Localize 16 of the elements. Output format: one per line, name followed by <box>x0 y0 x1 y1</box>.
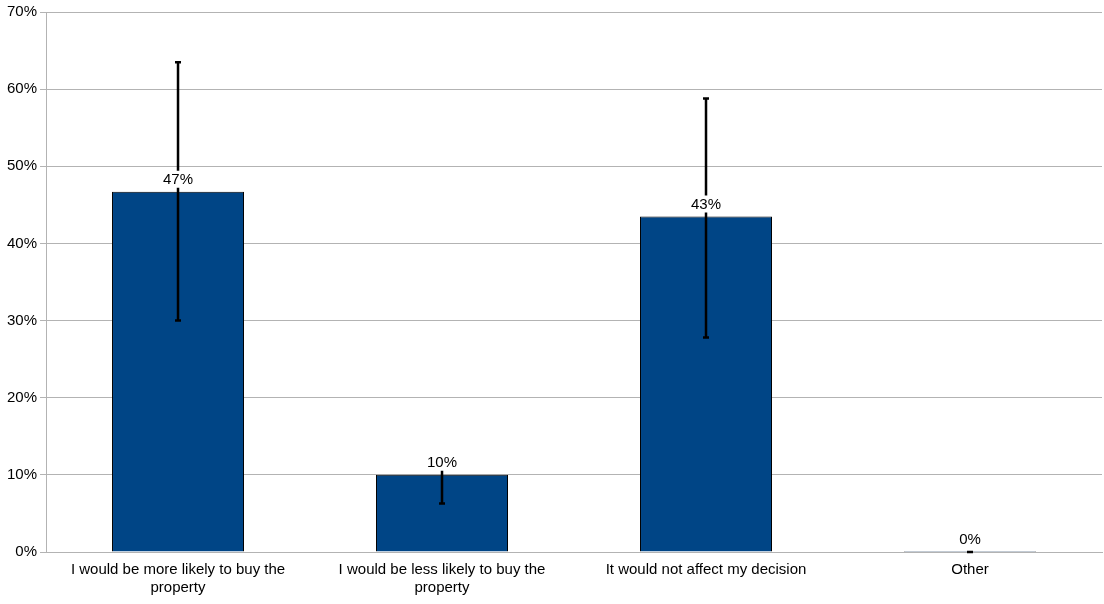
y-tick-label: 50% <box>6 156 38 174</box>
x-tick-label: It would not affect my decision <box>605 560 807 578</box>
x-tick-label: I would be less likely to buy the property <box>338 560 546 596</box>
y-tick-label: 60% <box>6 79 38 97</box>
y-tick-label: 70% <box>6 2 38 20</box>
y-tick-label: 0% <box>15 542 38 560</box>
y-tick-label: 20% <box>6 387 38 405</box>
y-tick-label: 40% <box>6 233 38 251</box>
data-label: 10% <box>427 453 458 471</box>
x-tick-label: Other <box>951 560 989 578</box>
data-label: 0% <box>959 529 981 547</box>
x-tick-label: I would be more likely to buy the property <box>70 560 286 596</box>
y-tick-label: 10% <box>6 465 38 482</box>
y-tick-label: 30% <box>6 310 38 328</box>
data-label: 47% <box>163 170 194 188</box>
data-label: 43% <box>690 195 722 213</box>
